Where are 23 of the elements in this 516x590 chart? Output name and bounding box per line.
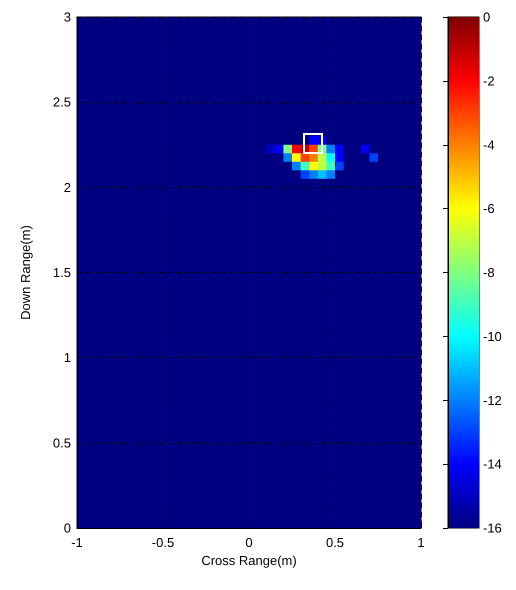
y-tick-label: 0 <box>64 520 71 536</box>
y-tick-label: 1.5 <box>52 265 71 280</box>
color-bar-label: -12 <box>483 392 502 408</box>
x-tick-label: 0 <box>245 535 253 550</box>
color-bar-label: -6 <box>483 201 495 216</box>
y-tick-label: 2 <box>64 180 71 195</box>
y-tick-label: 2.5 <box>52 94 71 110</box>
color-bar-label: -4 <box>483 137 495 152</box>
x-tick-label: 0.5 <box>326 535 344 550</box>
color-bar-label: -16 <box>483 520 502 536</box>
y-tick-label: 1 <box>64 350 71 366</box>
color-bar-label: -2 <box>483 73 495 88</box>
color-bar-label: -10 <box>483 328 502 344</box>
y-axis-title: Down Range(m) <box>18 225 33 320</box>
color-bar-label: -14 <box>483 456 502 472</box>
y-tick-label: 0.5 <box>52 435 71 450</box>
x-tick-label: -1 <box>71 535 83 550</box>
y-tick-label: 3 <box>64 10 71 24</box>
x-tick-label: 1 <box>417 535 425 550</box>
x-tick-label: -0.5 <box>152 535 174 550</box>
x-axis-title: Cross Range(m) <box>201 552 297 568</box>
color-bar-label: -8 <box>483 265 495 280</box>
color-bar-label: 0 <box>483 10 490 24</box>
